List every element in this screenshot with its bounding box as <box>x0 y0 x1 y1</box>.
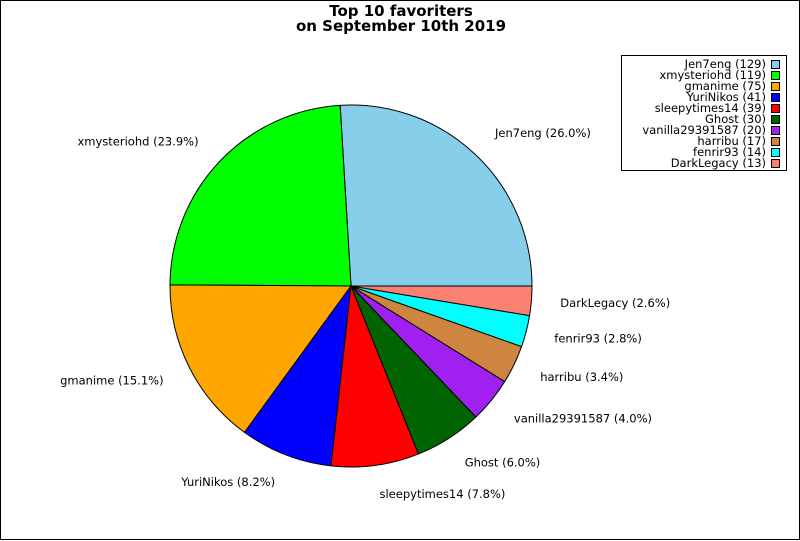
legend-swatch <box>771 60 780 69</box>
legend-item-gmanime: gmanime (75) <box>684 79 780 93</box>
legend-label: vanilla29391587 (20) <box>642 123 766 137</box>
legend-item-sleepytimes14: sleepytimes14 (39) <box>654 101 780 115</box>
legend-item-vanilla29391587: vanilla29391587 (20) <box>642 123 780 137</box>
legend-item-jen7eng: Jen7eng (129) <box>684 57 780 71</box>
slice-label-yurinikos: YuriNikos (8.2%) <box>180 475 275 489</box>
legend-label: harribu (17) <box>697 134 766 148</box>
pie-slice-darklegacy <box>350 285 533 317</box>
chart-subtitle: on September 10th 2019 <box>295 17 507 35</box>
legend-swatch <box>771 115 780 124</box>
legend-label: fenrir93 (14) <box>693 145 766 159</box>
legend-swatch <box>771 93 780 102</box>
legend-swatch <box>771 71 780 80</box>
slice-label-sleepytimes14: sleepytimes14 (7.8%) <box>380 487 506 501</box>
legend-item-darklegacy: DarkLegacy (13) <box>670 156 780 170</box>
pie-slice-gmanime <box>169 284 352 434</box>
legend-swatch <box>771 126 780 135</box>
legend-swatch <box>771 159 780 168</box>
legend-swatch <box>771 137 780 146</box>
legend-label: DarkLegacy (13) <box>670 156 766 170</box>
legend-label: Jen7eng (129) <box>684 57 766 71</box>
slice-label-jen7eng: Jen7eng (26.0%) <box>494 126 591 140</box>
pie-slice-xmysteriohd <box>169 104 352 287</box>
legend-item-yurinikos: YuriNikos (41) <box>686 90 780 104</box>
slice-label-darklegacy: DarkLegacy (2.6%) <box>560 296 670 310</box>
legend-label: gmanime (75) <box>684 79 766 93</box>
legend-item-xmysteriohd: xmysteriohd (119) <box>659 68 780 82</box>
slice-label-fenrir93: fenrir93 (2.8%) <box>554 332 642 346</box>
legend-label: xmysteriohd (119) <box>659 68 766 82</box>
legend-swatch <box>771 104 780 113</box>
legend-item-ghost: Ghost (30) <box>705 112 780 126</box>
legend-item-harribu: harribu (17) <box>697 134 780 148</box>
slice-label-gmanime: gmanime (15.1%) <box>60 374 163 388</box>
slice-label-harribu: harribu (3.4%) <box>540 370 623 384</box>
slice-label-vanilla29391587: vanilla29391587 (4.0%) <box>514 412 652 426</box>
legend-swatch <box>771 82 780 91</box>
pie-slice-yurinikos <box>243 284 352 467</box>
chart-legend: Jen7eng (129) xmysteriohd (119) gmanime (7… <box>621 55 787 171</box>
legend-label: YuriNikos (41) <box>686 90 766 104</box>
slice-label-ghost: Ghost (6.0%) <box>465 456 541 470</box>
legend-swatch <box>771 148 780 157</box>
legend-label: Ghost (30) <box>705 112 766 126</box>
legend-label: sleepytimes14 (39) <box>654 101 766 115</box>
legend-item-fenrir93: fenrir93 (14) <box>693 145 780 159</box>
slice-label-xmysteriohd: xmysteriohd (23.9%) <box>77 135 198 149</box>
chart-title: Top 10 favoriters <box>329 2 473 20</box>
pie-slice-jen7eng <box>339 104 533 287</box>
